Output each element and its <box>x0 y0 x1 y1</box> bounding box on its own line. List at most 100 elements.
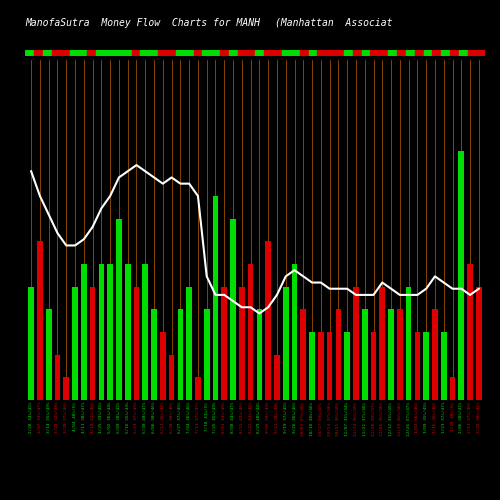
Bar <box>300 310 306 400</box>
Bar <box>178 310 183 400</box>
Bar <box>184 50 192 56</box>
Bar <box>309 332 315 400</box>
Bar <box>380 286 385 400</box>
Text: 9/05 39%/43%: 9/05 39%/43% <box>266 402 270 434</box>
Bar <box>335 50 343 56</box>
Bar <box>81 264 86 400</box>
Bar <box>116 218 122 400</box>
Bar <box>300 50 308 56</box>
Text: ManofaSutra  Money Flow  Charts for MANH: ManofaSutra Money Flow Charts for MANH <box>25 18 260 28</box>
Bar <box>256 310 262 400</box>
Bar <box>28 286 34 400</box>
Text: 2/20 38%/47%: 2/20 38%/47% <box>477 402 481 434</box>
Bar <box>282 50 290 56</box>
Bar <box>344 50 352 56</box>
Bar <box>158 50 166 56</box>
Text: 10/03 37%/45%: 10/03 37%/45% <box>302 402 306 436</box>
Bar <box>125 264 130 400</box>
Bar <box>283 286 288 400</box>
Text: 4/18 41%/46%: 4/18 41%/46% <box>90 402 94 434</box>
Bar <box>220 50 228 56</box>
Text: 1/02 36%/46%: 1/02 36%/46% <box>416 402 420 434</box>
Bar <box>123 50 130 56</box>
Bar <box>98 264 104 400</box>
Bar <box>370 332 376 400</box>
Bar <box>406 286 411 400</box>
Bar <box>248 264 254 400</box>
Bar <box>132 50 140 56</box>
Text: 7/04 36%/46%: 7/04 36%/46% <box>187 402 191 434</box>
Bar <box>353 286 359 400</box>
Bar <box>64 378 69 400</box>
Text: 10/31 36%/45%: 10/31 36%/45% <box>336 402 340 436</box>
Text: 4/25 39%/45%: 4/25 39%/45% <box>100 402 103 434</box>
Bar <box>388 310 394 400</box>
Bar <box>34 50 42 56</box>
Text: 6/06 38%/46%: 6/06 38%/46% <box>152 402 156 434</box>
Bar <box>134 286 140 400</box>
Bar <box>318 50 326 56</box>
Bar <box>204 310 210 400</box>
Bar <box>406 50 414 56</box>
Text: 10/17 39%/47%: 10/17 39%/47% <box>319 402 323 436</box>
Text: 7/25 45%/49%: 7/25 45%/49% <box>214 402 218 434</box>
Text: 8/15 42%/46%: 8/15 42%/46% <box>240 402 244 434</box>
Text: 3/21 32%/48%: 3/21 32%/48% <box>56 402 60 434</box>
Bar <box>169 354 174 400</box>
Bar <box>202 50 210 56</box>
Bar <box>450 378 456 400</box>
Text: 5/16 35%/43%: 5/16 35%/43% <box>126 402 130 434</box>
Text: 7/11 37%/47%: 7/11 37%/47% <box>196 402 200 434</box>
Bar <box>238 50 246 56</box>
Bar <box>414 332 420 400</box>
Bar <box>397 310 402 400</box>
Bar <box>274 354 280 400</box>
Text: 3/28 37%/46%: 3/28 37%/46% <box>64 402 68 434</box>
Bar <box>397 50 405 56</box>
Bar <box>176 50 184 56</box>
Bar <box>344 332 350 400</box>
Bar <box>151 310 157 400</box>
Text: 1/23 37%/47%: 1/23 37%/47% <box>442 402 446 434</box>
Text: 12/19 36%/46%: 12/19 36%/46% <box>398 402 402 436</box>
Text: 9/26 36%/46%: 9/26 36%/46% <box>292 402 296 434</box>
Bar <box>468 50 475 56</box>
Text: 5/09 38%/42%: 5/09 38%/42% <box>117 402 121 434</box>
Bar <box>239 286 244 400</box>
Bar <box>327 332 332 400</box>
Bar <box>150 50 158 56</box>
Text: 5/30 40%/47%: 5/30 40%/47% <box>144 402 148 434</box>
Bar <box>229 50 237 56</box>
Text: 1/09 35%/45%: 1/09 35%/45% <box>424 402 428 434</box>
Bar <box>194 50 202 56</box>
Bar <box>37 242 43 400</box>
Text: 8/08 44%/47%: 8/08 44%/47% <box>231 402 235 434</box>
Bar <box>256 50 264 56</box>
Bar <box>370 50 378 56</box>
Text: 7/18 41%/5%: 7/18 41%/5% <box>204 402 208 431</box>
Bar <box>61 50 69 56</box>
Text: 6/20 38%/46%: 6/20 38%/46% <box>170 402 173 434</box>
Bar <box>160 332 166 400</box>
Bar <box>380 50 388 56</box>
Bar <box>424 332 429 400</box>
Bar <box>326 50 334 56</box>
Bar <box>90 286 96 400</box>
Text: 11/14 36%/45%: 11/14 36%/45% <box>354 402 358 436</box>
Bar <box>292 264 298 400</box>
Bar <box>459 50 467 56</box>
Bar <box>88 50 96 56</box>
Bar <box>72 286 78 400</box>
Bar <box>43 50 51 56</box>
Text: 8/29 40%/44%: 8/29 40%/44% <box>258 402 262 434</box>
Bar <box>291 50 299 56</box>
Bar <box>142 264 148 400</box>
Bar <box>467 264 473 400</box>
Bar <box>26 50 34 56</box>
Text: 9/19 37%/45%: 9/19 37%/45% <box>284 402 288 434</box>
Text: 1/30 40%/5%: 1/30 40%/5% <box>450 402 454 431</box>
Bar <box>432 50 440 56</box>
Bar <box>211 50 219 56</box>
Text: 12/12 35%/45%: 12/12 35%/45% <box>389 402 393 436</box>
Bar <box>230 218 236 400</box>
